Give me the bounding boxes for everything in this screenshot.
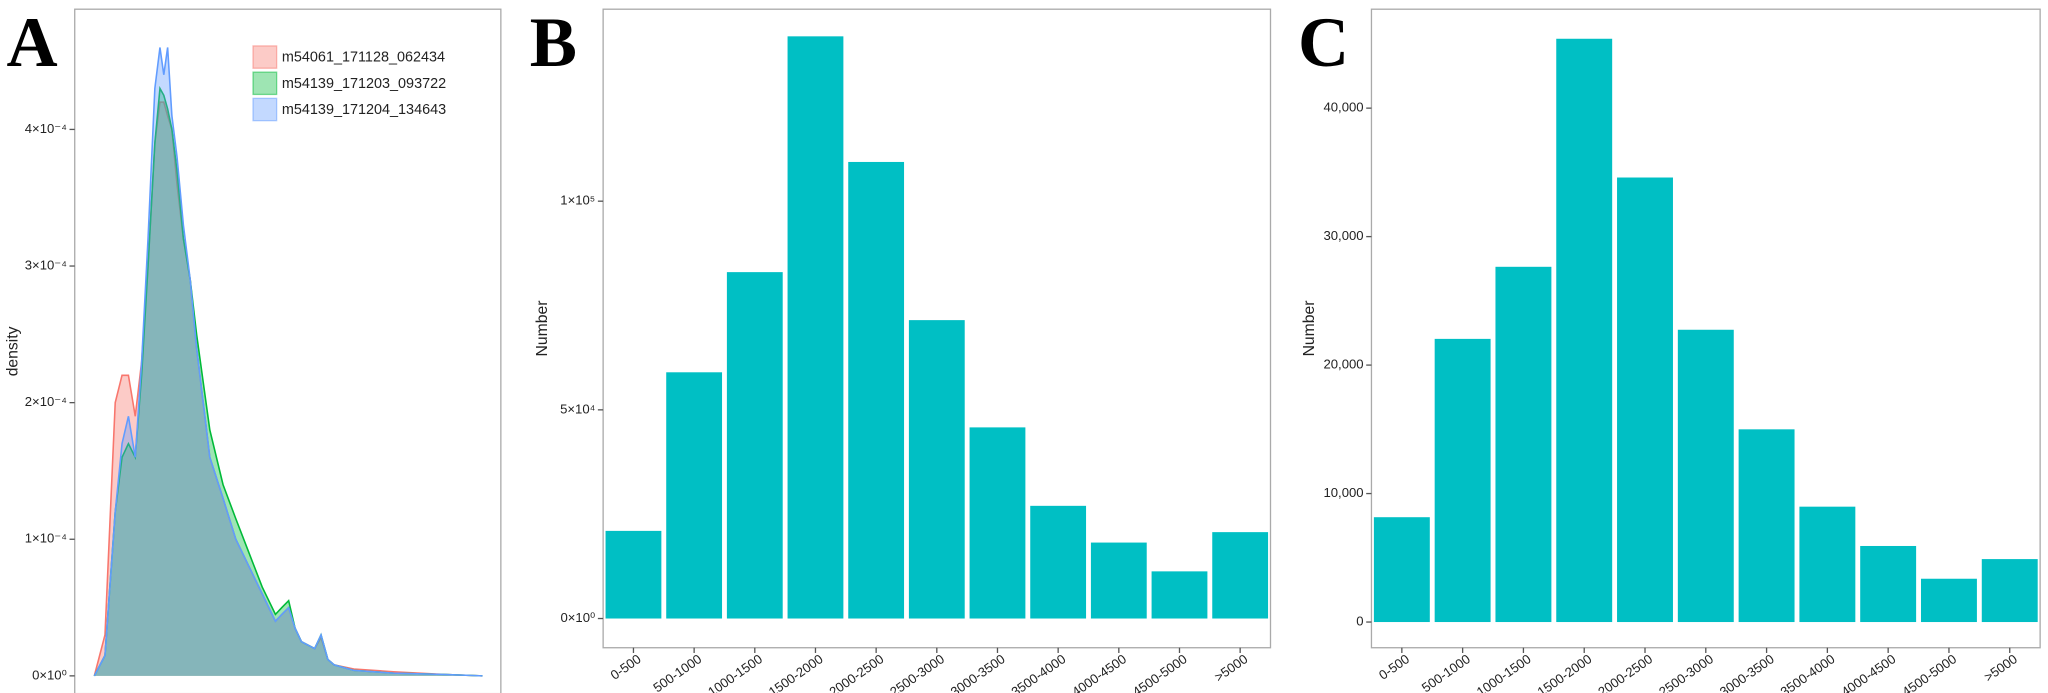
x-tick-label: 1000-1500 <box>705 651 765 693</box>
bar <box>787 36 844 619</box>
bar <box>969 427 1026 619</box>
y-tick-label: 3×10⁻⁴ <box>25 258 67 273</box>
bar <box>1434 338 1491 623</box>
bar <box>1799 506 1856 623</box>
x-tick-label: 3500-4000 <box>1008 651 1068 693</box>
area-fill <box>94 88 483 676</box>
y-axis-title: Number <box>1301 301 1318 357</box>
density-line <box>93 47 483 677</box>
x-tick-label: 500-1000 <box>650 651 704 693</box>
bar <box>1738 429 1795 623</box>
y-axis-title: Number <box>534 301 551 357</box>
bar <box>848 161 905 619</box>
bar <box>605 530 662 619</box>
x-tick-label: 4500-5000 <box>1899 651 1959 693</box>
x-tick-label: 3000-3500 <box>948 651 1008 693</box>
area-fill <box>94 47 483 676</box>
bar <box>1860 545 1917 623</box>
y-tick-label: 20,000 <box>1323 357 1363 372</box>
bar <box>726 272 783 619</box>
panel-label: C <box>1298 4 1349 82</box>
bar <box>1212 532 1269 619</box>
x-tick-label: 2500-3000 <box>887 651 947 693</box>
x-tick-label: 2000-2500 <box>826 651 886 693</box>
x-tick-label: 3500-4000 <box>1778 651 1838 693</box>
x-tick-label: 0-500 <box>608 651 644 683</box>
y-tick-label: 2×10⁻⁴ <box>25 394 67 409</box>
bar <box>1981 559 2038 623</box>
bar <box>1090 542 1147 619</box>
plot-border <box>74 8 502 693</box>
bar <box>908 320 965 619</box>
y-tick-label: 0 <box>1356 614 1363 629</box>
x-tick-label: 0-500 <box>1376 651 1412 683</box>
x-tick-label: 1500-2000 <box>1535 651 1595 693</box>
bar <box>1151 571 1208 619</box>
legend-key <box>252 71 278 96</box>
y-tick-label: 40,000 <box>1323 100 1363 115</box>
x-tick-label: 3000-3500 <box>1717 651 1777 693</box>
x-tick-label: 4000-4500 <box>1838 651 1898 693</box>
legend-label: m54061_171128_062434 <box>282 50 445 66</box>
x-tick-label: 500-1000 <box>1419 651 1473 693</box>
y-axis-title: density <box>4 326 21 376</box>
legend-key <box>252 97 278 122</box>
y-tick-label: 4×10⁻⁴ <box>25 121 67 136</box>
y-tick-label: 30,000 <box>1323 228 1363 243</box>
y-tick-label: 1×10⁵ <box>560 193 595 208</box>
x-tick-label: 2000-2500 <box>1595 651 1655 693</box>
bar <box>1920 578 1977 623</box>
y-tick-label: 0×10⁰ <box>32 667 67 682</box>
x-tick-label: 1000-1500 <box>1474 651 1534 693</box>
bar <box>1030 505 1087 619</box>
y-tick-label: 0×10⁰ <box>560 610 595 625</box>
x-tick-label: 2500-3000 <box>1656 651 1716 693</box>
x-tick-label: >5000 <box>1981 651 2020 684</box>
x-tick-label: 4500-5000 <box>1130 651 1190 693</box>
legend-key <box>252 45 278 69</box>
y-tick-label: 1×10⁻⁴ <box>25 531 67 546</box>
bar <box>1617 177 1673 623</box>
bar <box>1556 38 1613 623</box>
x-tick-label: >5000 <box>1212 651 1251 684</box>
bar <box>1495 266 1552 623</box>
area-fill <box>94 102 483 676</box>
bar <box>1373 517 1430 623</box>
legend-label: m54139_171204_134643 <box>282 102 446 118</box>
panel-label: B <box>530 4 577 82</box>
legend-label: m54139_171203_093722 <box>282 76 446 92</box>
x-tick-label: 4000-4500 <box>1069 651 1129 693</box>
y-tick-label: 10,000 <box>1323 485 1363 500</box>
panel-label: A <box>7 4 58 82</box>
y-tick-label: 5×10⁴ <box>560 401 595 416</box>
bar <box>1677 329 1734 623</box>
x-tick-label: 1500-2000 <box>766 651 826 693</box>
bar <box>666 372 723 619</box>
